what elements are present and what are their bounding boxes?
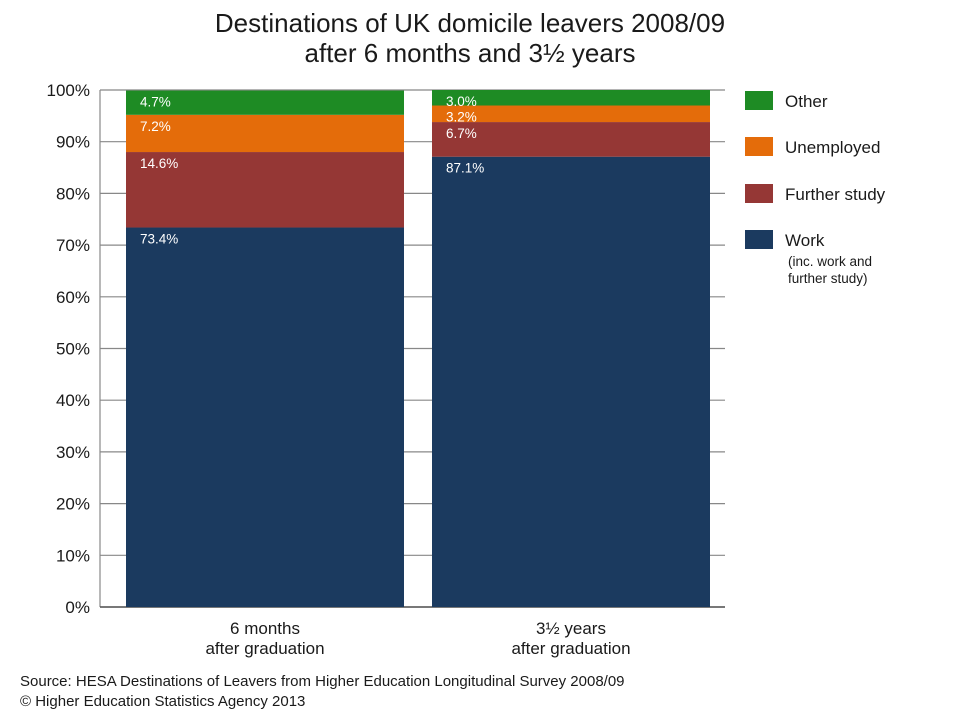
y-tick-label: 100% <box>47 81 90 100</box>
copyright-note: © Higher Education Statistics Agency 201… <box>20 693 306 710</box>
bar-segment-unemployed <box>126 114 404 153</box>
data-label-other: 3.0% <box>446 94 477 109</box>
x-category-label: 3½ years <box>536 619 606 638</box>
chart-title: Destinations of UK domicile leavers 2008… <box>60 8 880 68</box>
data-label-further-study: 6.7% <box>446 126 477 141</box>
bar-segment-other <box>126 90 404 115</box>
data-label-unemployed: 3.2% <box>446 110 477 125</box>
y-tick-label: 80% <box>56 184 90 203</box>
y-tick-label: 20% <box>56 495 90 514</box>
legend-swatch-other <box>745 91 773 110</box>
bar-segment-unemployed <box>432 105 710 123</box>
y-tick-label: 40% <box>56 391 90 410</box>
legend-label-unemployed: Unemployed <box>785 138 880 157</box>
source-note: Source: HESA Destinations of Leavers fro… <box>20 673 625 690</box>
y-tick-label: 60% <box>56 288 90 307</box>
data-label-unemployed: 7.2% <box>140 119 171 134</box>
legend-note: further study) <box>788 271 868 286</box>
y-tick-label: 70% <box>56 236 90 255</box>
bar-segment-further-study <box>432 122 710 157</box>
data-label-other: 4.7% <box>140 95 171 110</box>
legend-note: (inc. work and <box>788 254 872 269</box>
legend-label-further-study: Further study <box>785 185 886 204</box>
chart-title-line-1: Destinations of UK domicile leavers 2008… <box>214 8 726 38</box>
x-category-label: after graduation <box>205 639 324 658</box>
y-tick-label: 10% <box>56 546 90 565</box>
x-category-label: 6 months <box>230 619 300 638</box>
data-label-work: 73.4% <box>140 232 178 247</box>
legend-swatch-unemployed <box>745 137 773 156</box>
data-label-work: 87.1% <box>446 161 484 176</box>
chart-footer: Source: HESA Destinations of Leavers fro… <box>20 672 950 712</box>
y-tick-label: 90% <box>56 133 90 152</box>
legend-swatch-further-study <box>745 184 773 203</box>
legend-swatch-work <box>745 230 773 249</box>
bar-segment-work <box>432 156 710 607</box>
chart-title-line-2: after 6 months and 3½ years <box>304 38 636 68</box>
data-label-further-study: 14.6% <box>140 156 178 171</box>
legend-label-work: Work <box>785 231 825 250</box>
bar-segment-further-study <box>126 152 404 228</box>
y-tick-label: 50% <box>56 340 90 359</box>
y-tick-label: 30% <box>56 443 90 462</box>
x-category-label: after graduation <box>511 639 630 658</box>
bar-segment-work <box>126 227 404 607</box>
y-tick-label: 0% <box>65 598 90 617</box>
bar-segment-other <box>432 90 710 106</box>
legend-label-other: Other <box>785 92 828 111</box>
